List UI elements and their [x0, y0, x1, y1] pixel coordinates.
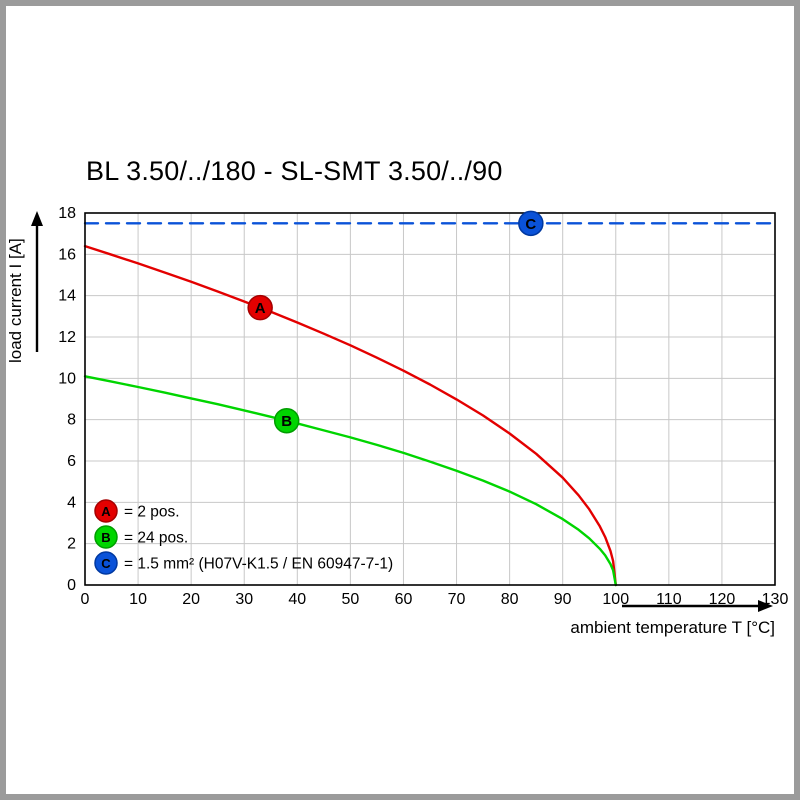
axis-arrows	[31, 211, 773, 612]
y-tick-labels: 0 2 4 6 8 10 12 14 16 18	[58, 205, 76, 594]
legend: A = 2 pos. B = 24 pos. C = 1.5 mm² (H07V-K1.5…	[94, 499, 393, 575]
x-tick-label: 20	[182, 591, 200, 608]
x-tick-label: 30	[235, 591, 253, 608]
series-C-marker-letter: C	[525, 216, 536, 233]
series-B-marker-circle	[273, 407, 300, 434]
x-tick-label: 130	[762, 591, 789, 608]
series-A-curve	[83, 244, 617, 587]
series-B-curve	[83, 375, 617, 587]
x-tick-label: 50	[341, 591, 359, 608]
legend-C-marker-circle	[94, 551, 118, 575]
legend-item-A: A = 2 pos.	[94, 499, 180, 523]
x-axis-arrow-head	[758, 600, 773, 612]
legend-A-marker-letter: A	[101, 504, 111, 519]
x-tick-label: 80	[501, 591, 519, 608]
y-tick-label: 0	[67, 577, 76, 594]
x-tick-label: 60	[395, 591, 413, 608]
y-tick-label: 6	[67, 453, 76, 470]
series-A-marker: A	[247, 294, 273, 321]
x-tick-label: 70	[448, 591, 466, 608]
x-axis-label: ambient temperature T [°C]	[570, 618, 775, 637]
series-B-marker-letter: B	[281, 413, 292, 430]
legend-item-C: C = 1.5 mm² (H07V-K1.5 / EN 60947-7-1)	[94, 551, 393, 575]
series-C-marker: C	[518, 210, 544, 237]
legend-A-marker-circle	[94, 499, 118, 523]
y-tick-label: 2	[67, 536, 76, 553]
x-tick-label: 40	[288, 591, 306, 608]
legend-B-marker-letter: B	[101, 530, 110, 545]
legend-C-label: = 1.5 mm² (H07V-K1.5 / EN 60947-7-1)	[124, 556, 393, 573]
x-tick-labels: 0 10 20 30 40 50 60 70 80 90 100 110 120 130	[81, 591, 789, 608]
y-tick-label: 14	[58, 288, 76, 305]
y-tick-label: 16	[58, 246, 76, 263]
legend-B-marker-circle	[94, 525, 118, 549]
legend-A-label: = 2 pos.	[124, 504, 180, 521]
legend-item-B: B = 24 pos.	[94, 525, 188, 549]
chart-title: BL 3.50/../180 - SL-SMT 3.50/../90	[86, 156, 503, 186]
legend-C-marker-letter: C	[101, 556, 111, 571]
x-tick-label: 90	[554, 591, 572, 608]
series-A-marker-letter: A	[255, 300, 266, 317]
y-tick-label: 10	[58, 370, 76, 387]
y-tick-label: 18	[58, 205, 76, 222]
x-tick-label: 120	[709, 591, 736, 608]
x-tick-label: 10	[129, 591, 147, 608]
y-axis-arrow-head	[31, 211, 43, 226]
x-tick-label: 0	[81, 591, 90, 608]
plot-border	[84, 212, 776, 586]
y-tick-label: 12	[58, 329, 76, 346]
series-A-marker-circle	[247, 294, 273, 321]
series-C-marker-circle	[518, 210, 544, 237]
legend-B-label: = 24 pos.	[124, 530, 188, 547]
y-tick-label: 8	[67, 412, 76, 429]
x-tick-label: 100	[602, 591, 629, 608]
series-B-marker: B	[273, 407, 300, 434]
y-tick-label: 4	[67, 494, 76, 511]
x-tick-label: 110	[656, 591, 682, 608]
